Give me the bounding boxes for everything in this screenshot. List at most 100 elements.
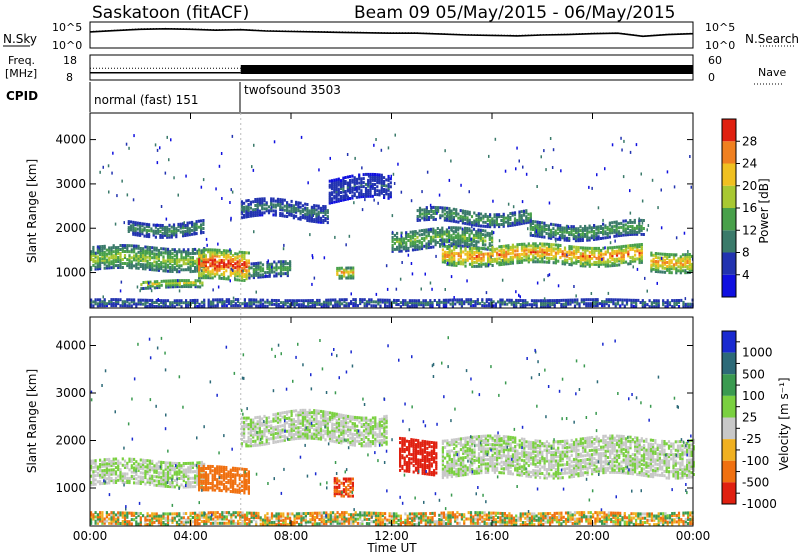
echo-cell <box>534 224 537 228</box>
echo-cell <box>500 261 503 264</box>
echo-cell <box>414 232 417 236</box>
echo-cell <box>338 266 341 270</box>
echo-cell <box>195 222 198 226</box>
echo-cell <box>414 244 417 248</box>
echo-cell <box>389 177 392 181</box>
echo-cell <box>482 220 485 224</box>
echo-cell <box>569 298 572 302</box>
echo-cell <box>387 182 390 186</box>
echo-cell <box>340 181 343 185</box>
echo-cell <box>324 207 327 211</box>
echo-cell <box>193 230 196 234</box>
echo-cell <box>622 252 625 256</box>
echo-cell <box>438 298 441 302</box>
echo-cell <box>196 269 199 273</box>
echo-cell <box>295 301 298 305</box>
echo-cell <box>631 224 634 228</box>
echo-cell <box>463 242 467 246</box>
echo-cell <box>207 272 210 276</box>
echo-cell <box>101 258 104 262</box>
echo-cell <box>477 234 480 238</box>
echo-cell <box>370 298 373 302</box>
echo-cell <box>659 256 662 260</box>
noise-panel: N.Sky 10^5 10^0 10^5 10^0 N.Search <box>3 21 799 52</box>
echo-cell <box>491 250 494 253</box>
echo-cell <box>185 256 188 260</box>
echo-cell <box>277 266 280 270</box>
echo-cell <box>230 302 233 306</box>
echo-cell <box>620 251 623 255</box>
echo-cell <box>196 251 199 255</box>
echo-cell <box>377 298 380 302</box>
echo-cell <box>593 232 596 235</box>
echo-cell <box>439 244 442 248</box>
echo-cell <box>426 301 430 305</box>
echo-cell <box>441 258 444 262</box>
echo-cell <box>180 305 183 309</box>
echo-cell <box>425 228 428 232</box>
echo-cell <box>364 194 368 198</box>
echo-cell <box>112 519 115 523</box>
echo-cell <box>180 464 183 468</box>
echo-cell <box>596 300 599 304</box>
echo-cell <box>92 517 95 521</box>
echo-cell <box>236 278 239 282</box>
echo-cell <box>548 246 551 250</box>
echo-cell <box>604 252 607 256</box>
echo-cell <box>322 214 325 218</box>
echo-cell <box>178 303 181 307</box>
echo-cell <box>291 303 294 307</box>
echo-cell <box>92 472 95 476</box>
scatter-echo <box>498 239 501 243</box>
echo-cell <box>461 211 464 215</box>
echo-cell <box>337 183 340 187</box>
echo-cell <box>380 189 383 193</box>
echo-cell <box>688 253 691 256</box>
echo-cell <box>196 285 199 289</box>
echo-cell <box>309 305 312 309</box>
echo-cell <box>290 213 293 217</box>
echo-cell <box>114 254 118 258</box>
echo-cell <box>663 262 667 266</box>
echo-cell <box>119 461 122 465</box>
echo-cell <box>117 466 120 469</box>
echo-cell <box>518 218 521 222</box>
echo-cell <box>405 233 408 237</box>
echo-cell <box>137 256 140 260</box>
echo-cell <box>600 248 603 252</box>
echo-cell <box>284 272 287 276</box>
echo-cell <box>170 225 173 229</box>
echo-cell <box>584 262 587 266</box>
echo-cell <box>479 238 482 242</box>
echo-cell <box>492 300 495 304</box>
echo-cell <box>386 300 389 304</box>
scatter-echo <box>450 159 452 163</box>
echo-cell <box>559 250 562 253</box>
echo-cell <box>355 177 358 181</box>
echo-cell <box>672 267 676 271</box>
echo-cell <box>666 268 669 272</box>
echo-cell <box>193 222 196 226</box>
echo-cell <box>536 232 539 236</box>
echo-cell <box>207 248 210 252</box>
echo-cell <box>105 260 108 264</box>
echo-cell <box>218 258 221 262</box>
echo-cell <box>347 266 350 270</box>
echo-cell <box>457 242 460 246</box>
echo-cell <box>229 255 232 259</box>
echo-cell <box>165 285 168 289</box>
echo-cell <box>258 201 261 205</box>
echo-cell <box>572 225 575 229</box>
echo-cell <box>144 257 147 261</box>
echo-cell <box>185 481 188 485</box>
echo-cell <box>468 262 472 266</box>
echo-cell <box>187 516 190 520</box>
beam-date-title: Beam 09 05/May/2015 - 06/May/2015 <box>354 3 675 23</box>
echo-cell <box>245 261 248 265</box>
echo-cell <box>225 304 228 308</box>
echo-cell <box>548 242 551 246</box>
scatter-echo <box>334 235 336 239</box>
echo-cell <box>362 181 365 185</box>
echo-cell <box>657 266 660 270</box>
echo-cell <box>602 258 605 262</box>
